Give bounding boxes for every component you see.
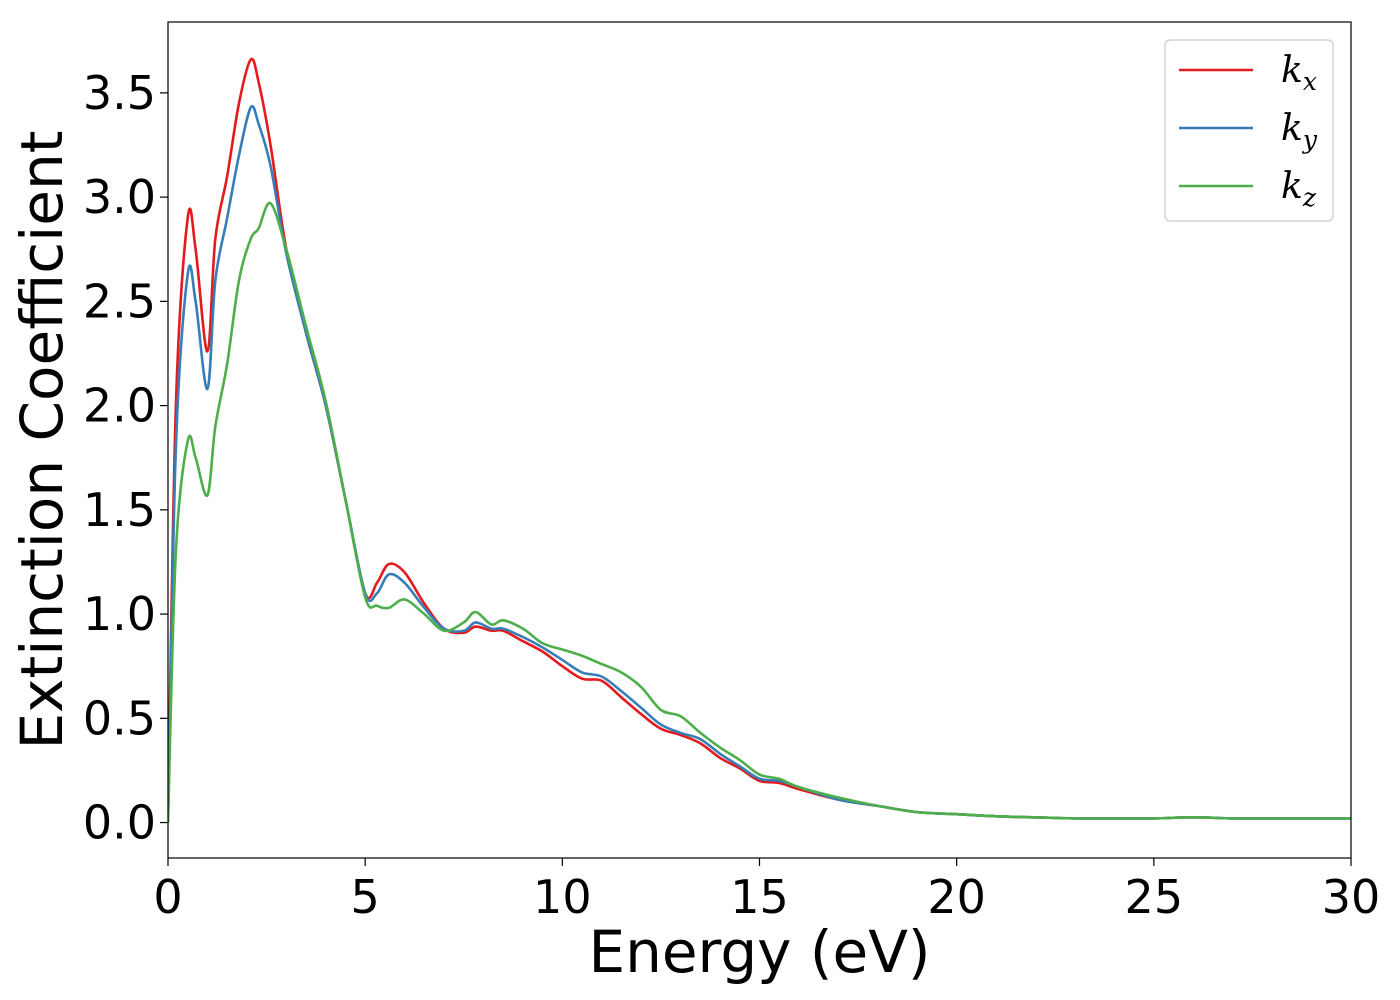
y-tick-label: 2.5 xyxy=(83,274,156,328)
legend-label-subscript: x xyxy=(1303,67,1317,96)
y-tick-label: 0.0 xyxy=(83,796,156,850)
legend-label-x: kx xyxy=(1281,50,1317,96)
x-tick-label: 20 xyxy=(927,870,986,924)
x-axis-title: Energy (eV) xyxy=(588,918,930,986)
legend-label-base: k xyxy=(1281,50,1303,91)
plot-area xyxy=(167,21,1352,859)
y-axis: 0.0 0.5 1.0 1.5 2.0 2.5 3.0 3.5 xyxy=(83,66,168,850)
x-tick-label: 10 xyxy=(533,870,592,924)
legend-label-base: k xyxy=(1281,166,1303,207)
legend-box xyxy=(1164,39,1334,222)
x-axis: 0 5 10 15 20 25 30 xyxy=(153,858,1380,924)
legend-label-y: ky xyxy=(1281,108,1318,154)
x-tick-label: 0 xyxy=(153,870,182,924)
y-tick-label: 1.5 xyxy=(83,483,156,537)
legend-label-base: k xyxy=(1281,108,1303,149)
x-tick-label: 15 xyxy=(730,870,789,924)
legend-label-z: kz xyxy=(1281,166,1317,212)
y-tick-label: 3.0 xyxy=(83,170,156,224)
x-tick-label: 5 xyxy=(351,870,380,924)
y-tick-label: 2.0 xyxy=(83,379,156,433)
x-tick-label: 30 xyxy=(1322,870,1381,924)
x-tick-label: 25 xyxy=(1125,870,1184,924)
legend-label-subscript: z xyxy=(1302,183,1317,212)
series-line-z xyxy=(168,201,1351,823)
y-axis-title: Extinction Coefficient xyxy=(8,131,76,750)
y-tick-label: 0.5 xyxy=(83,691,156,745)
legend-label-subscript: y xyxy=(1302,125,1318,154)
y-tick-label: 3.5 xyxy=(83,66,156,120)
series-layer xyxy=(168,57,1351,823)
y-tick-label: 1.0 xyxy=(83,587,156,641)
